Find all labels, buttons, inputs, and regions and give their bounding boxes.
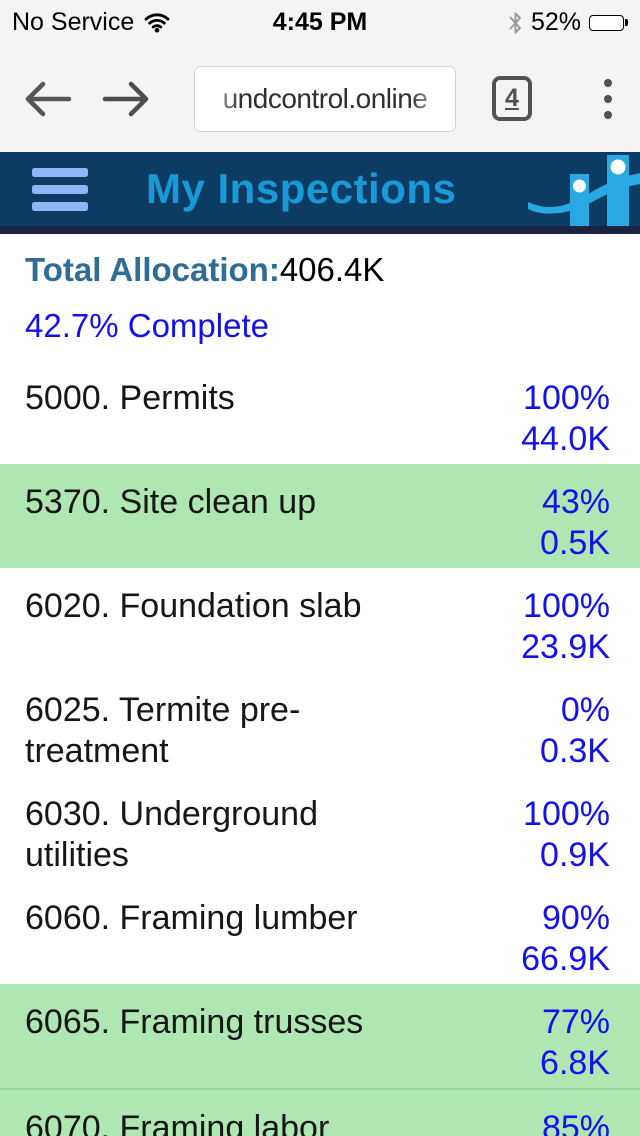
forward-arrow-icon (102, 81, 149, 116)
item-name: 5370. Site clean up (25, 483, 317, 521)
hamburger-icon (32, 201, 88, 211)
item-figures: 77% 6.8K (540, 1002, 610, 1084)
page-title: My Inspections (146, 165, 457, 212)
list-item[interactable]: 6060. Framing lumber 90% 66.9K (0, 880, 640, 984)
item-value: 0.3K (540, 732, 610, 770)
inspection-list: 5000. Permits 100% 44.0K 5370. Site clea… (0, 360, 640, 1136)
two-figures-wave-logo-icon (528, 155, 640, 226)
app-logo (528, 152, 640, 226)
forward-button[interactable] (98, 73, 156, 125)
browser-toolbar: undcontrol.online 4 (0, 45, 640, 152)
item-value: 66.9K (521, 940, 610, 978)
item-percent: 43% (541, 483, 610, 521)
address-bar[interactable]: undcontrol.online (194, 65, 456, 132)
item-percent: 0% (560, 691, 610, 729)
item-figures: 85% 15.6K (521, 1108, 610, 1136)
item-name: 6070. Framing labor (25, 1109, 330, 1136)
url-fade-left (195, 66, 241, 131)
item-name: 6065. Framing trusses (25, 1003, 364, 1041)
item-percent: 77% (541, 1003, 610, 1041)
kebab-dot (604, 110, 612, 119)
item-name: 5000. Permits (25, 379, 235, 417)
item-percent: 90% (541, 899, 610, 937)
list-item[interactable]: 6025. Termite pre-treatment 0% 0.3K (0, 672, 640, 776)
browser-menu-button[interactable] (594, 73, 622, 125)
list-item[interactable]: 6020. Foundation slab 100% 23.9K (0, 568, 640, 672)
item-name: 6060. Framing lumber (25, 899, 358, 937)
item-figures: 0% 0.3K (540, 690, 610, 772)
list-item[interactable]: 5370. Site clean up 43% 0.5K (0, 464, 640, 568)
item-value: 0.9K (540, 836, 610, 874)
url-text: undcontrol.online (222, 82, 428, 114)
bluetooth-icon (509, 12, 521, 33)
item-name: 6020. Foundation slab (25, 587, 362, 625)
item-value: 44.0K (521, 420, 610, 458)
tab-count-label: 4 (505, 84, 519, 112)
item-value: 6.8K (540, 1044, 610, 1082)
item-percent: 100% (523, 795, 610, 833)
item-figures: 100% 44.0K (521, 378, 610, 460)
total-allocation-line: Total Allocation:406.4K (25, 250, 640, 290)
menu-button[interactable] (30, 164, 90, 215)
total-allocation-value: 406.4K (279, 251, 385, 288)
item-percent: 100% (523, 587, 610, 625)
percent-complete-label: 42.7% Complete (25, 307, 269, 344)
item-name: 6030. Underground utilities (25, 795, 319, 874)
item-percent: 100% (523, 379, 610, 417)
item-value: 0.5K (540, 524, 610, 562)
tab-switcher-button[interactable]: 4 (492, 76, 532, 121)
item-percent: 85% (541, 1109, 610, 1136)
carrier-label: No Service (12, 8, 135, 36)
status-bar: No Service 4:45 PM 52% (0, 0, 640, 45)
item-figures: 43% 0.5K (540, 482, 610, 564)
list-item[interactable]: 5000. Permits 100% 44.0K (0, 360, 640, 464)
back-button[interactable] (18, 73, 76, 125)
list-item[interactable]: 6065. Framing trusses 77% 6.8K (0, 984, 640, 1088)
total-allocation-label: Total Allocation: (25, 251, 280, 288)
back-arrow-icon (25, 81, 72, 116)
app-header: My Inspections (0, 152, 640, 234)
item-figures: 100% 0.9K (523, 794, 610, 876)
item-figures: 90% 66.9K (521, 898, 610, 980)
wifi-icon (144, 12, 170, 32)
battery-percent-label: 52% (530, 8, 581, 36)
list-item[interactable]: 6030. Underground utilities 100% 0.9K (0, 776, 640, 880)
list-item[interactable]: 6070. Framing labor 85% 15.6K (0, 1088, 640, 1136)
kebab-dot (604, 78, 612, 87)
summary-section: Total Allocation:406.4K 42.7% Complete (0, 234, 640, 360)
url-fade-right (409, 66, 455, 131)
item-name: 6025. Termite pre-treatment (25, 691, 301, 770)
hamburger-icon (32, 184, 88, 194)
hamburger-icon (32, 167, 88, 177)
kebab-dot (604, 94, 612, 103)
battery-icon (589, 14, 628, 31)
item-value: 23.9K (521, 628, 610, 666)
item-figures: 100% 23.9K (521, 586, 610, 668)
